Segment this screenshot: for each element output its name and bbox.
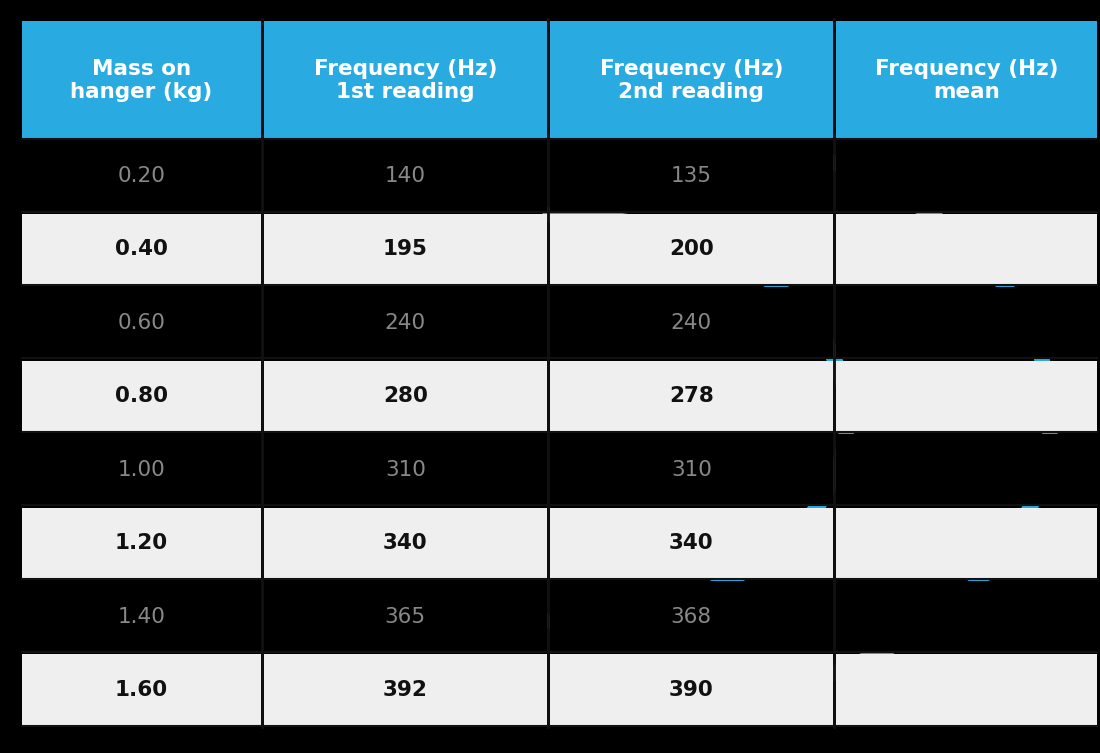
- Bar: [836, 508, 1097, 579]
- Bar: [550, 141, 833, 212]
- Text: 340: 340: [383, 533, 428, 553]
- Bar: [22, 141, 261, 212]
- Bar: [836, 214, 1097, 285]
- Text: 1.40: 1.40: [118, 606, 165, 626]
- Text: 390: 390: [669, 680, 714, 700]
- Text: 1.00: 1.00: [118, 459, 165, 480]
- Text: 195: 195: [383, 239, 428, 260]
- Bar: [22, 508, 261, 579]
- Text: 278: 278: [669, 386, 714, 407]
- Bar: [264, 361, 547, 432]
- Bar: [550, 361, 833, 432]
- Text: 368: 368: [671, 606, 712, 626]
- Text: Frequency (Hz)
1st reading: Frequency (Hz) 1st reading: [314, 59, 497, 102]
- Text: Mass on
hanger (kg): Mass on hanger (kg): [70, 59, 212, 102]
- Bar: [22, 581, 261, 652]
- Text: 140: 140: [385, 166, 426, 186]
- Bar: [22, 214, 261, 285]
- Bar: [550, 214, 833, 285]
- Text: Frequency (Hz)
mean: Frequency (Hz) mean: [874, 59, 1058, 102]
- Text: 340: 340: [669, 533, 714, 553]
- Bar: [264, 214, 547, 285]
- Bar: [264, 581, 547, 652]
- Text: 0.60: 0.60: [118, 312, 165, 333]
- Bar: [22, 434, 261, 505]
- Bar: [550, 581, 833, 652]
- Bar: [550, 508, 833, 579]
- Text: 392: 392: [383, 680, 428, 700]
- Bar: [264, 288, 547, 358]
- Bar: [836, 21, 1097, 139]
- Bar: [264, 654, 547, 726]
- Text: 280: 280: [383, 386, 428, 407]
- Text: 240: 240: [671, 312, 712, 333]
- Text: 310: 310: [385, 459, 426, 480]
- Bar: [836, 288, 1097, 358]
- Bar: [22, 21, 261, 139]
- Bar: [550, 288, 833, 358]
- Text: 0.80: 0.80: [114, 386, 168, 407]
- Bar: [550, 21, 833, 139]
- Bar: [264, 434, 547, 505]
- Bar: [836, 361, 1097, 432]
- Bar: [22, 288, 261, 358]
- Text: 135: 135: [671, 166, 712, 186]
- Bar: [264, 21, 547, 139]
- Bar: [550, 434, 833, 505]
- Text: 310: 310: [671, 459, 712, 480]
- Bar: [22, 654, 261, 726]
- Text: 0.40: 0.40: [114, 239, 168, 260]
- Bar: [836, 581, 1097, 652]
- Bar: [264, 508, 547, 579]
- Text: 1.20: 1.20: [114, 533, 168, 553]
- Bar: [836, 434, 1097, 505]
- Bar: [550, 654, 833, 726]
- Bar: [264, 141, 547, 212]
- Bar: [836, 141, 1097, 212]
- Bar: [836, 654, 1097, 726]
- Text: 365: 365: [385, 606, 426, 626]
- Text: Frequency (Hz)
2nd reading: Frequency (Hz) 2nd reading: [600, 59, 783, 102]
- Text: 240: 240: [385, 312, 426, 333]
- Text: 0.20: 0.20: [118, 166, 165, 186]
- Text: 1.60: 1.60: [114, 680, 168, 700]
- Bar: [22, 361, 261, 432]
- Text: 200: 200: [669, 239, 714, 260]
